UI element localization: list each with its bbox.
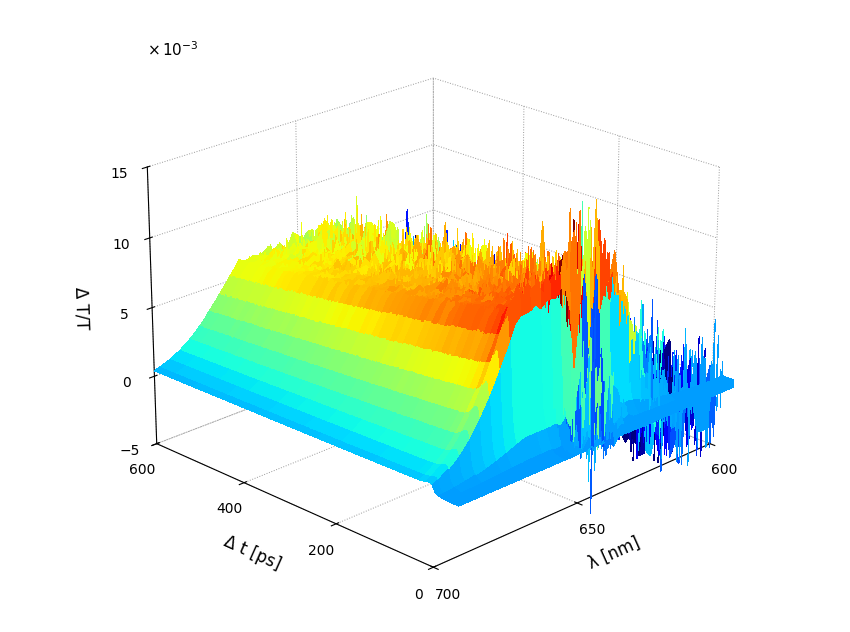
Y-axis label: Δ t [ps]: Δ t [ps] (221, 533, 284, 574)
X-axis label: λ [nm]: λ [nm] (586, 534, 643, 573)
Text: $\times\,10^{-3}$: $\times\,10^{-3}$ (147, 40, 199, 59)
